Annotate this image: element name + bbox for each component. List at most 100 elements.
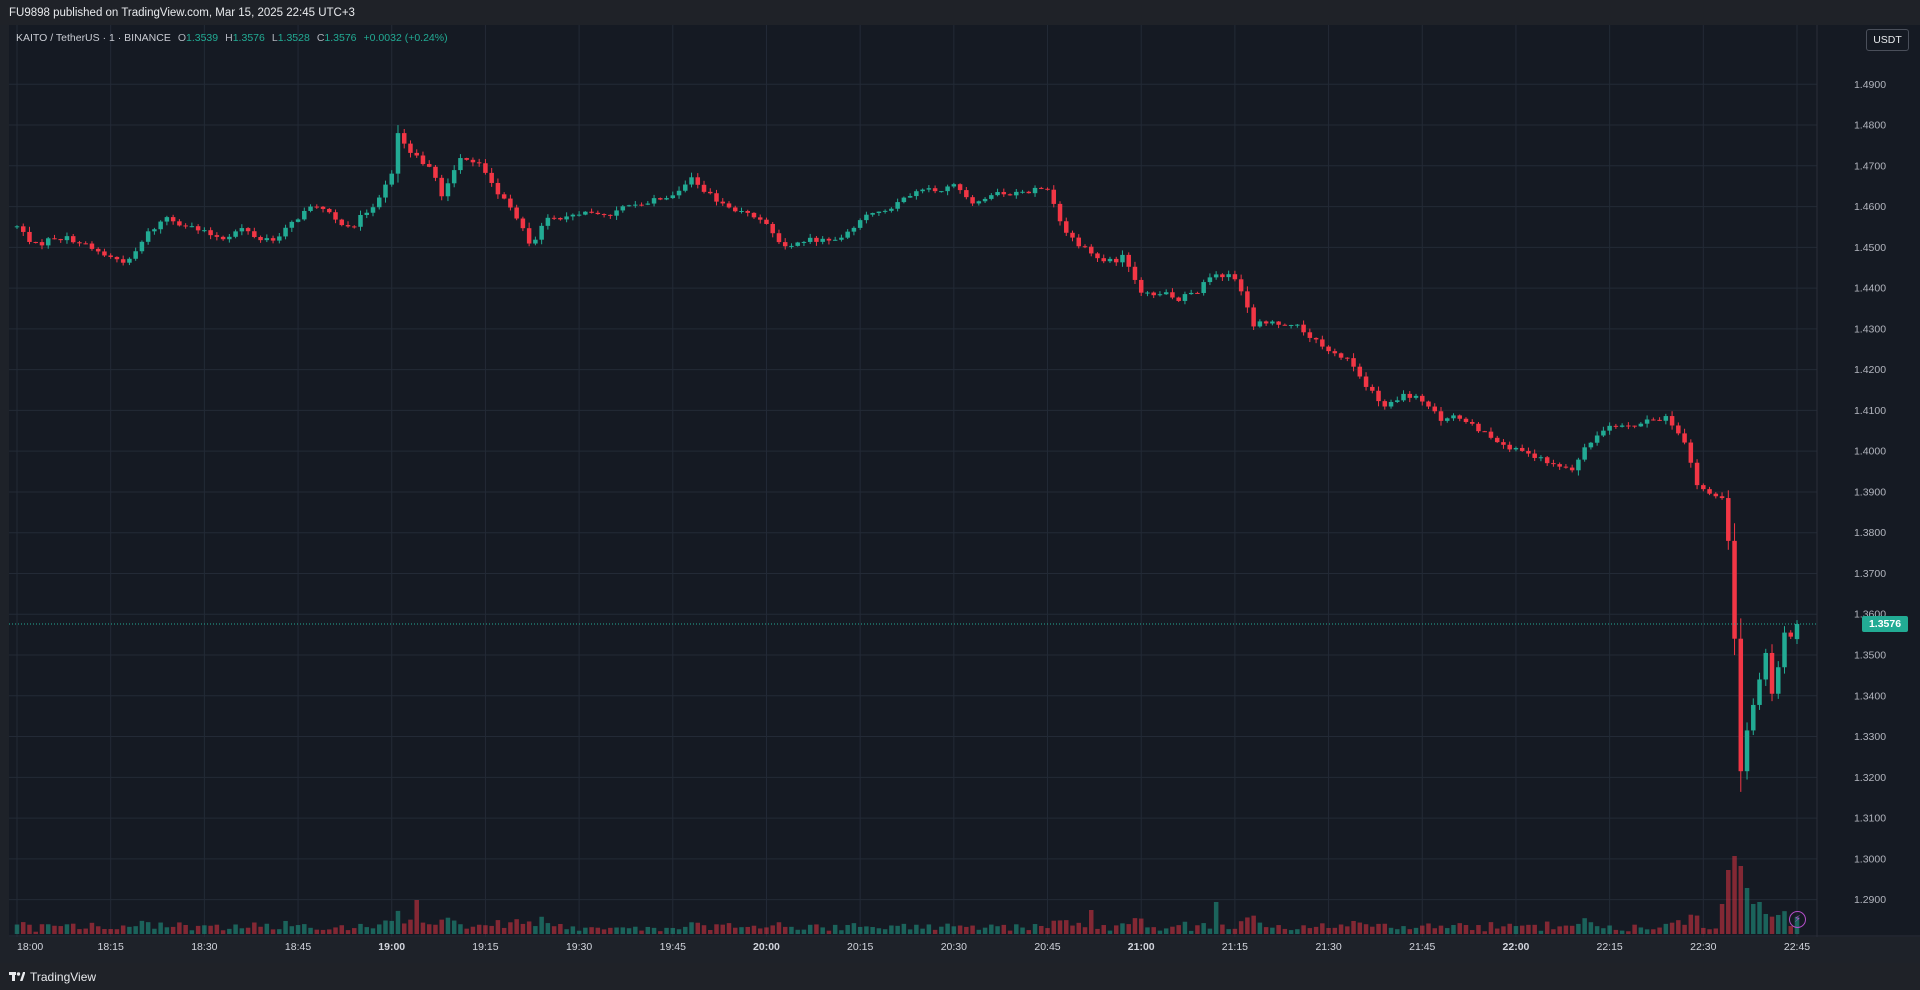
volume-bar [383, 920, 388, 934]
chart-pane[interactable] [9, 25, 1920, 937]
volume-bar [1494, 928, 1500, 934]
candle [583, 211, 588, 215]
volume-bar [1619, 930, 1625, 934]
y-tick-label: 1.4900 [1854, 79, 1886, 91]
y-tick-label: 1.4200 [1854, 364, 1886, 376]
volume-bar [1313, 926, 1319, 934]
x-tick-label: 19:45 [660, 941, 686, 953]
volume-bar [295, 925, 301, 934]
volume-bar [202, 925, 207, 934]
volume-bar [807, 924, 813, 934]
candle [782, 242, 788, 247]
volume-bar [220, 930, 226, 934]
candle [1438, 411, 1444, 421]
candle [489, 172, 494, 183]
volume-bar [620, 927, 626, 934]
volume-bar [233, 924, 238, 934]
volume-bar [1251, 915, 1256, 934]
y-tick-label: 1.4700 [1854, 160, 1886, 172]
candle [283, 227, 288, 237]
candle [757, 217, 763, 220]
lightning-bolt-icon[interactable]: ⚡ [1789, 911, 1806, 928]
candle [145, 231, 151, 242]
candle [1657, 419, 1662, 421]
volume-bar [1201, 923, 1206, 934]
volume-bar [1507, 923, 1512, 934]
x-tick-label: 19:15 [472, 941, 498, 953]
y-tick-label: 1.4000 [1854, 446, 1886, 458]
brand-name: TradingView [30, 970, 97, 984]
open-label: O [177, 32, 186, 44]
volume-bar [289, 926, 295, 934]
x-tick-label: 20:45 [1034, 941, 1060, 953]
volume-bar [876, 928, 882, 934]
candle [1338, 353, 1344, 358]
volume-bar [782, 926, 788, 934]
candle [1607, 425, 1612, 431]
volume-bar [239, 928, 245, 934]
volume-bar [1288, 930, 1294, 934]
candle [77, 242, 82, 244]
candle [1538, 457, 1544, 459]
volume-bar [439, 919, 444, 934]
volume-bar [258, 926, 263, 934]
candle [832, 239, 838, 241]
candle [426, 164, 432, 167]
volume-bar [789, 926, 794, 934]
volume-bar [689, 922, 694, 934]
volume-bar [170, 926, 176, 934]
volume-bar [1126, 924, 1131, 934]
volume-bar [214, 924, 220, 934]
symbol-name[interactable]: KAITO / TetherUS · 1 · BINANCE [16, 32, 171, 44]
volume-bar [89, 922, 95, 934]
volume-bar [720, 924, 726, 934]
volume-bar [832, 924, 838, 934]
volume-bar [1476, 925, 1481, 934]
volume-bar [1594, 926, 1600, 934]
volume-bar [364, 927, 370, 934]
volume-bar [989, 924, 994, 934]
candle [1251, 307, 1256, 327]
volume-bar [895, 925, 900, 934]
volume-bar [1263, 927, 1269, 934]
volume-bar [470, 926, 476, 934]
volume-bar [1345, 926, 1350, 934]
volume-bar [414, 900, 419, 934]
volume-bar [252, 922, 257, 934]
candle [795, 242, 800, 246]
candle [1494, 437, 1500, 443]
volume-bar [589, 927, 594, 934]
volume-bar [676, 929, 682, 934]
candle [651, 198, 657, 204]
volume-bar [370, 928, 376, 934]
candle [807, 237, 813, 242]
y-tick-label: 1.4600 [1854, 201, 1886, 213]
volume-bar [1607, 925, 1612, 934]
candle [901, 197, 907, 203]
candle [789, 245, 794, 247]
candle [1064, 221, 1069, 233]
candle [914, 191, 919, 197]
volume-bar [102, 929, 107, 934]
volume-bar [1376, 923, 1381, 934]
volume-bar [514, 919, 519, 934]
publish-header: FU9898 published on TradingView.com, Mar… [0, 0, 1920, 25]
volume-bar [1151, 927, 1156, 934]
candle [45, 238, 51, 246]
tradingview-brand[interactable]: TradingView [9, 970, 96, 984]
volume-bar [508, 922, 513, 934]
volume-bar [1070, 925, 1075, 934]
candle [1107, 258, 1113, 262]
candle [1332, 351, 1338, 354]
currency-button[interactable]: USDT [1866, 29, 1909, 51]
candle [1151, 292, 1156, 296]
volume-bar [152, 928, 157, 934]
volume-bar [1014, 924, 1019, 934]
candle [401, 133, 407, 144]
high-label: H [225, 32, 233, 44]
volume-bar [1432, 928, 1438, 934]
candle [264, 238, 270, 241]
volume-bar [127, 926, 132, 934]
candle [83, 243, 88, 245]
